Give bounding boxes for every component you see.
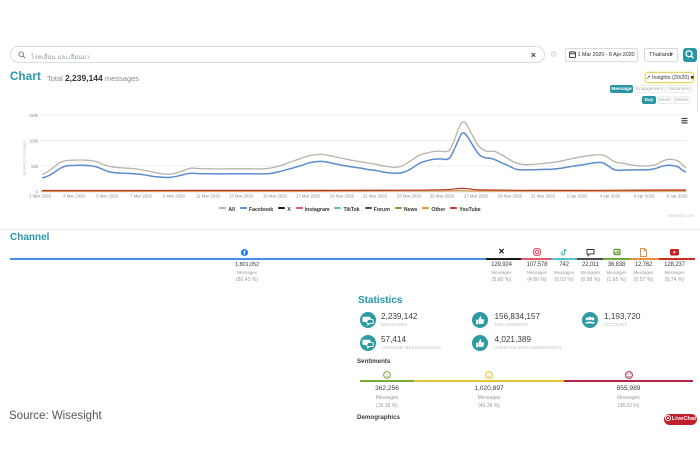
svg-text:6 Apr 2020: 6 Apr 2020 <box>634 194 655 199</box>
svg-text:31 Mar 2020: 31 Mar 2020 <box>531 194 556 199</box>
svg-text:27 Mar 2020: 27 Mar 2020 <box>464 194 489 199</box>
svg-text:8 Apr 2020: 8 Apr 2020 <box>667 194 688 199</box>
svg-text:1 Mar 2020: 1 Mar 2020 <box>29 194 51 199</box>
svg-text:amount (in message): amount (in message) <box>23 141 27 175</box>
svg-text:0: 0 <box>36 190 39 195</box>
svg-text:50k: 50k <box>31 164 39 169</box>
svg-text:21 Mar 2020: 21 Mar 2020 <box>363 194 388 199</box>
svg-text:9 Mar 2020: 9 Mar 2020 <box>163 194 185 199</box>
svg-text:13 Mar 2020: 13 Mar 2020 <box>229 194 254 199</box>
svg-text:150k: 150k <box>29 113 39 118</box>
svg-text:2 Apr 2020: 2 Apr 2020 <box>567 194 588 199</box>
svg-text:25 Mar 2020: 25 Mar 2020 <box>430 194 455 199</box>
svg-text:17 Mar 2020: 17 Mar 2020 <box>296 194 321 199</box>
svg-text:11 Mar 2020: 11 Mar 2020 <box>196 194 220 199</box>
svg-text:19 Mar 2020: 19 Mar 2020 <box>330 194 355 199</box>
svg-text:4 Apr 2020: 4 Apr 2020 <box>600 194 621 199</box>
svg-text:100k: 100k <box>29 139 39 144</box>
svg-text:3 Mar 2020: 3 Mar 2020 <box>63 194 85 199</box>
svg-text:7 Mar 2020: 7 Mar 2020 <box>130 194 152 199</box>
svg-text:5 Mar 2020: 5 Mar 2020 <box>96 194 118 199</box>
svg-text:29 Mar 2020: 29 Mar 2020 <box>498 194 523 199</box>
svg-text:15 Mar 2020: 15 Mar 2020 <box>263 194 288 199</box>
svg-text:23 Mar 2020: 23 Mar 2020 <box>397 194 422 199</box>
svg-text:wisesight.com: wisesight.com <box>668 213 695 218</box>
